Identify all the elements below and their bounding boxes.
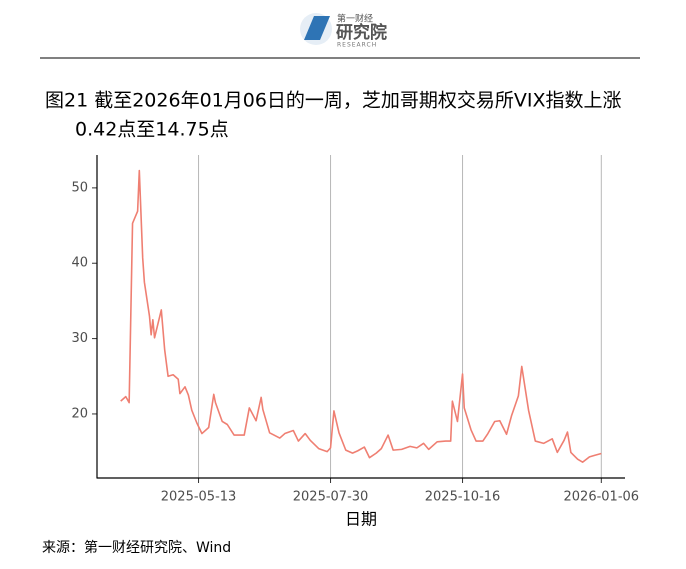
data-line: [120, 169, 602, 463]
logo-sub: RESEARCH: [337, 42, 377, 49]
x-tick-label: 2025-05-13: [161, 490, 237, 505]
logo-icon: [304, 16, 330, 40]
y-tick-label: 20: [71, 406, 88, 421]
chart-title: 0.42点至14.75点: [75, 119, 229, 141]
x-tick-label: 2026-01-06: [564, 490, 640, 505]
logo: 第一财经 研究院 RESEARCH: [300, 13, 387, 49]
y-tick-label: 40: [71, 256, 88, 271]
x-axis-label: 日期: [345, 510, 377, 529]
logo-brand: 第一财经: [337, 13, 373, 25]
logo-name: 研究院: [336, 22, 387, 43]
y-tick-label: 30: [71, 331, 88, 346]
x-tick-label: 2025-07-30: [293, 490, 369, 505]
source: 来源：第一财经研究院、Wind: [42, 539, 231, 556]
y-tick-label: 50: [71, 180, 88, 195]
chart-title: 图21 截至2026年01月06日的一周，芝加哥期权交易所VIX指数上涨: [45, 90, 622, 112]
x-tick-label: 2025-10-16: [425, 490, 501, 505]
